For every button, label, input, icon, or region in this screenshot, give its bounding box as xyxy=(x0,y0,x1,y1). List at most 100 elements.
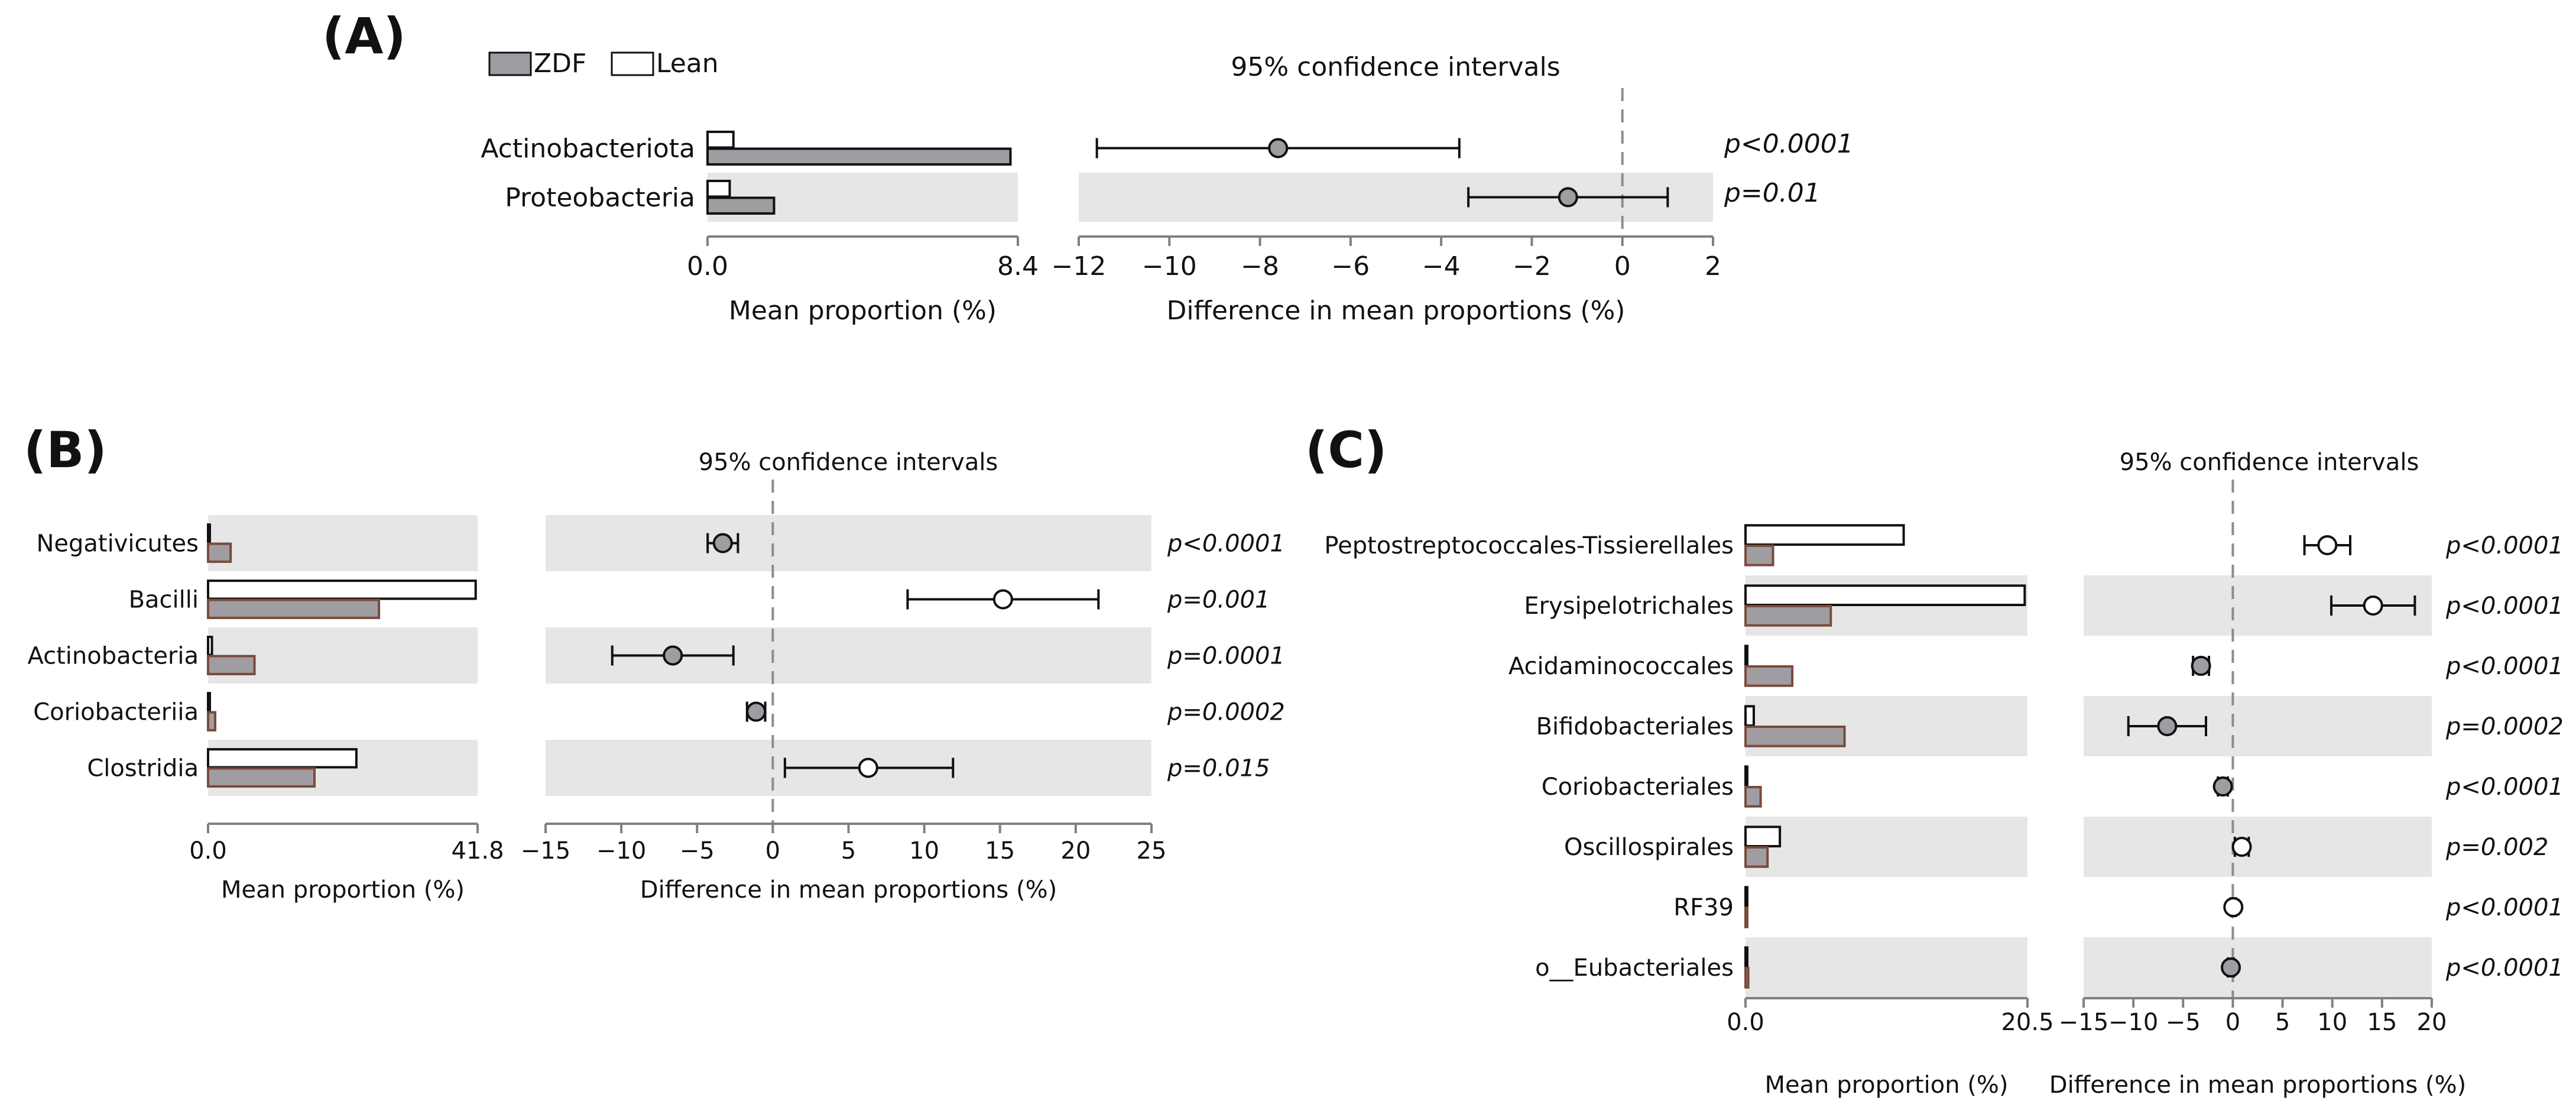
bar-zdf xyxy=(1744,786,1762,808)
diff-point xyxy=(858,758,878,778)
legend-label-lean: Lean xyxy=(656,48,719,79)
diff-tick-label: −15 xyxy=(521,837,570,865)
bar-tick-label: 8.4 xyxy=(997,251,1039,281)
bar-zdf xyxy=(207,711,216,731)
p-value: p=0.0002 xyxy=(1167,699,1285,726)
diff-tick-label: −15 xyxy=(2059,1009,2108,1036)
ci-title: 95% confidence intervals xyxy=(2120,449,2419,476)
bar-lean xyxy=(706,179,731,198)
bar-lean xyxy=(207,748,358,769)
p-value: p<0.0001 xyxy=(2445,773,2564,801)
diff-point xyxy=(2223,897,2244,917)
diff-tick-label: 10 xyxy=(909,837,939,865)
ci-title: 95% confidence intervals xyxy=(699,449,998,476)
bar-lean xyxy=(207,523,211,544)
bar-zdf xyxy=(1744,545,1774,567)
p-value: p=0.0002 xyxy=(2445,713,2564,740)
bar-lean xyxy=(207,692,211,713)
bar-lean xyxy=(207,636,213,656)
bar-lean xyxy=(1744,826,1782,847)
category-label: Erysipelotrichales xyxy=(1524,593,1734,620)
diff-point xyxy=(2191,656,2211,676)
category-label: Bifidobacteriales xyxy=(1536,713,1734,740)
diff-tick-label: −5 xyxy=(680,837,715,865)
bar-tick-label: 41.8 xyxy=(451,837,504,865)
diff-tick-label: 15 xyxy=(985,837,1015,865)
legend-label-zdf: ZDF xyxy=(534,48,586,79)
diff-tick-label: 15 xyxy=(2367,1009,2397,1036)
legend-swatch-lean xyxy=(611,51,654,76)
panel-c: (C) 95% confidence intervals Peptostreptoc… xyxy=(1305,421,2564,1099)
diff-tick-label: 2 xyxy=(1705,251,1721,281)
panel-label: (B) xyxy=(24,421,107,479)
bar-lean xyxy=(207,580,477,600)
category-label: Oscillospirales xyxy=(1564,834,1734,861)
bar-tick-label: 0.0 xyxy=(1727,1009,1764,1036)
bar-zdf xyxy=(207,598,381,619)
bar-zdf xyxy=(207,542,232,563)
diff-tick-label: 20 xyxy=(2417,1009,2447,1036)
bar-zdf xyxy=(1744,665,1794,687)
diff-axis-title: Difference in mean proportions (%) xyxy=(1167,296,1626,326)
diff-tick-label: 0 xyxy=(1614,251,1631,281)
bar-lean xyxy=(1744,524,1905,546)
bar-lean xyxy=(1744,584,2026,606)
row-band-diff xyxy=(546,515,1151,571)
category-label: Coriobacteriia xyxy=(33,699,199,726)
category-label: RF39 xyxy=(1673,894,1734,921)
diff-point xyxy=(2157,716,2178,736)
diff-point xyxy=(2212,776,2233,797)
panel-b: (B) 95% confidence intervals Negativicutes… xyxy=(24,421,1285,904)
diff-point xyxy=(712,533,733,553)
diff-point xyxy=(746,701,767,722)
category-label: Coriobacteriales xyxy=(1542,773,1734,801)
p-value: p<0.0001 xyxy=(1724,129,1854,159)
bar-zdf xyxy=(1744,967,1750,989)
diff-point xyxy=(1268,138,1289,158)
diff-tick-label: 0 xyxy=(765,837,780,865)
bar-tick-label: 0.0 xyxy=(189,837,227,865)
diff-point xyxy=(2317,535,2338,555)
p-value: p<0.0001 xyxy=(2445,954,2564,982)
bar-lean xyxy=(1744,705,1755,727)
bar-lean xyxy=(1744,946,1748,968)
category-label: Proteobacteria xyxy=(505,183,695,213)
diff-tick-label: 0 xyxy=(2225,1009,2240,1036)
row-band-diff xyxy=(2084,817,2432,877)
p-value: p<0.0001 xyxy=(2445,593,2564,620)
panel-label: (A) xyxy=(322,7,406,65)
bar-axis-title: Mean proportion (%) xyxy=(1765,1072,2009,1099)
bar-tick-label: 0.0 xyxy=(687,251,728,281)
p-value: p=0.001 xyxy=(1167,587,1270,614)
row-band-bar xyxy=(1746,937,2027,998)
legend: ZDF Lean xyxy=(488,48,719,79)
ci-title: 95% confidence intervals xyxy=(1231,52,1560,82)
category-label: Negativicutes xyxy=(37,530,199,558)
category-label: Peptostreptococcales-Tissierellales xyxy=(1324,532,1734,559)
p-value: p=0.015 xyxy=(1167,755,1270,782)
diff-tick-label: −10 xyxy=(2108,1009,2158,1036)
diff-tick-label: −12 xyxy=(1052,251,1107,281)
diff-point xyxy=(1558,187,1578,208)
diff-tick-label: −8 xyxy=(1241,251,1279,281)
diff-tick-label: −2 xyxy=(1513,251,1551,281)
category-label: Bacilli xyxy=(129,587,199,614)
bar-lean xyxy=(1744,886,1748,908)
diff-point xyxy=(992,589,1013,610)
category-label: Clostridia xyxy=(87,755,199,782)
bar-zdf xyxy=(1744,907,1748,928)
p-value: p<0.0001 xyxy=(2445,532,2564,559)
p-value: p<0.0001 xyxy=(2445,894,2564,921)
diff-tick-label: 5 xyxy=(841,837,856,865)
bar-axis-title: Mean proportion (%) xyxy=(221,876,465,904)
bar-axis-title: Mean proportion (%) xyxy=(729,296,997,326)
diff-point xyxy=(2363,595,2383,616)
diff-tick-label: −6 xyxy=(1331,251,1370,281)
bar-zdf xyxy=(207,767,316,788)
diff-tick-label: 20 xyxy=(1060,837,1091,865)
bar-zdf xyxy=(1744,726,1846,747)
row-band-bar xyxy=(208,515,478,571)
bar-lean xyxy=(706,130,735,149)
row-band-bar xyxy=(1746,817,2027,877)
diff-axis-title: Difference in mean proportions (%) xyxy=(2049,1072,2466,1099)
